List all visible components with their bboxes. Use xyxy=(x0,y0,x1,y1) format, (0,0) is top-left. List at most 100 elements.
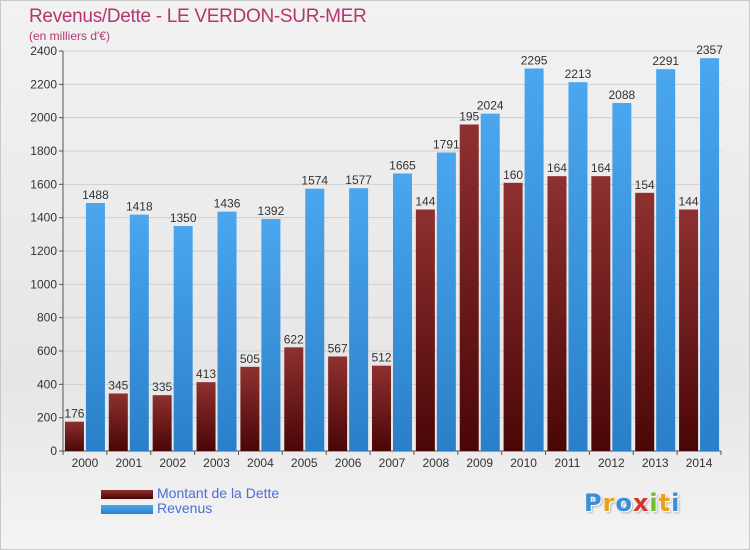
bar-revenus xyxy=(568,82,588,452)
data-label-revenus: 1392 xyxy=(258,204,285,218)
bar-dette xyxy=(591,176,611,451)
data-label-dette: 567 xyxy=(328,342,348,356)
data-label-dette: 164 xyxy=(591,161,611,175)
data-label-revenus: 1436 xyxy=(214,197,241,211)
legend-swatch-dette xyxy=(101,490,153,499)
bar-dette xyxy=(284,347,304,451)
data-label-revenus: 2295 xyxy=(521,54,548,68)
data-label-dette: 195 xyxy=(459,110,479,124)
chart-title: Revenus/Dette - LE VERDON-SUR-MER xyxy=(29,6,367,27)
data-label-revenus: 2213 xyxy=(565,67,592,81)
bar-revenus xyxy=(700,58,720,452)
bar-revenus xyxy=(524,68,544,451)
data-label-revenus: 1488 xyxy=(82,188,109,202)
x-tick-label: 2004 xyxy=(247,456,274,470)
bar-revenus xyxy=(612,103,632,451)
data-label-dette: 176 xyxy=(64,407,84,421)
data-label-dette: 345 xyxy=(108,379,128,393)
bar-dette xyxy=(64,421,84,451)
x-tick-label: 2009 xyxy=(466,456,493,470)
data-label-dette: 164 xyxy=(547,161,567,175)
bar-dette xyxy=(459,124,479,451)
bar-revenus xyxy=(217,211,237,451)
logo-letter: t xyxy=(658,489,672,517)
data-label-revenus: 1574 xyxy=(301,174,328,188)
bar-dette xyxy=(108,393,128,451)
data-label-dette: 622 xyxy=(284,332,304,346)
data-label-dette: 335 xyxy=(152,380,172,394)
data-label-revenus: 1791 xyxy=(433,138,460,152)
legend-label-revenus: Revenus xyxy=(157,500,213,516)
x-tick-label: 2001 xyxy=(115,456,142,470)
bar-revenus xyxy=(173,226,193,451)
x-tick-label: 2012 xyxy=(598,456,625,470)
bar-dette xyxy=(152,395,172,451)
data-label-revenus: 2024 xyxy=(477,99,504,113)
y-tick-label: 2000 xyxy=(30,111,57,125)
bar-dette xyxy=(372,365,391,451)
chart-subtitle: (en milliers d'€) xyxy=(29,29,110,43)
bar-revenus xyxy=(656,69,676,452)
data-label-revenus: 2357 xyxy=(696,43,723,57)
x-tick-label: 2003 xyxy=(203,456,230,470)
y-tick-label: 0 xyxy=(50,444,57,458)
bar-dette xyxy=(196,382,216,451)
bar-revenus xyxy=(436,152,456,451)
data-label-revenus: 1350 xyxy=(170,211,197,225)
y-tick-label: 800 xyxy=(37,311,57,325)
x-tick-label: 2014 xyxy=(686,456,713,470)
data-label-dette: 413 xyxy=(196,367,216,381)
logo-letter: r xyxy=(602,489,616,517)
bar-revenus xyxy=(85,203,105,451)
x-tick-label: 2002 xyxy=(159,456,186,470)
x-tick-label: 2005 xyxy=(291,456,318,470)
bar-revenus xyxy=(305,188,325,451)
x-tick-label: 2010 xyxy=(510,456,537,470)
bar-dette xyxy=(503,182,523,452)
y-tick-label: 1400 xyxy=(30,211,57,225)
bar-dette xyxy=(547,176,567,451)
data-label-revenus: 1665 xyxy=(389,159,416,173)
bar-revenus xyxy=(393,173,412,451)
data-label-dette: 144 xyxy=(679,195,699,209)
bar-dette xyxy=(635,192,655,452)
bar-revenus xyxy=(349,188,369,451)
data-label-revenus: 2291 xyxy=(652,54,679,68)
data-label-dette: 144 xyxy=(415,195,435,209)
bar-revenus xyxy=(480,113,500,452)
bar-revenus xyxy=(129,214,149,451)
x-tick-label: 2000 xyxy=(72,456,99,470)
y-tick-label: 2400 xyxy=(30,44,57,58)
y-tick-label: 1600 xyxy=(30,177,57,191)
bar-dette xyxy=(240,366,260,451)
logo-letter: P xyxy=(584,489,603,517)
y-tick-label: 1800 xyxy=(30,144,57,158)
data-label-dette: 154 xyxy=(635,178,655,192)
y-tick-label: 1200 xyxy=(30,244,57,258)
data-label-revenus: 1577 xyxy=(345,173,372,187)
x-tick-label: 2008 xyxy=(423,456,450,470)
legend-swatch-revenus xyxy=(101,505,153,514)
x-tick-label: 2007 xyxy=(379,456,406,470)
logo-letter: o xyxy=(615,489,633,517)
x-tick-label: 2013 xyxy=(642,456,669,470)
logo-letter: i xyxy=(671,489,681,517)
bar-dette xyxy=(328,356,348,451)
legend-label-dette: Montant de la Dette xyxy=(157,485,280,501)
data-label-dette: 512 xyxy=(371,351,391,365)
bar-dette xyxy=(679,209,699,451)
data-label-revenus: 1418 xyxy=(126,200,153,214)
x-tick-label: 2006 xyxy=(335,456,362,470)
proxiti-logo: Proxiti xyxy=(584,489,680,517)
y-tick-label: 200 xyxy=(37,411,57,425)
y-tick-label: 400 xyxy=(37,377,57,391)
data-label-dette: 160 xyxy=(503,168,523,182)
logo-letter: i xyxy=(649,489,659,517)
bar-dette xyxy=(415,209,435,451)
data-label-dette: 505 xyxy=(240,352,260,366)
y-tick-label: 1000 xyxy=(30,277,57,291)
logo-letter: x xyxy=(632,489,650,517)
data-label-revenus: 2088 xyxy=(608,88,635,102)
